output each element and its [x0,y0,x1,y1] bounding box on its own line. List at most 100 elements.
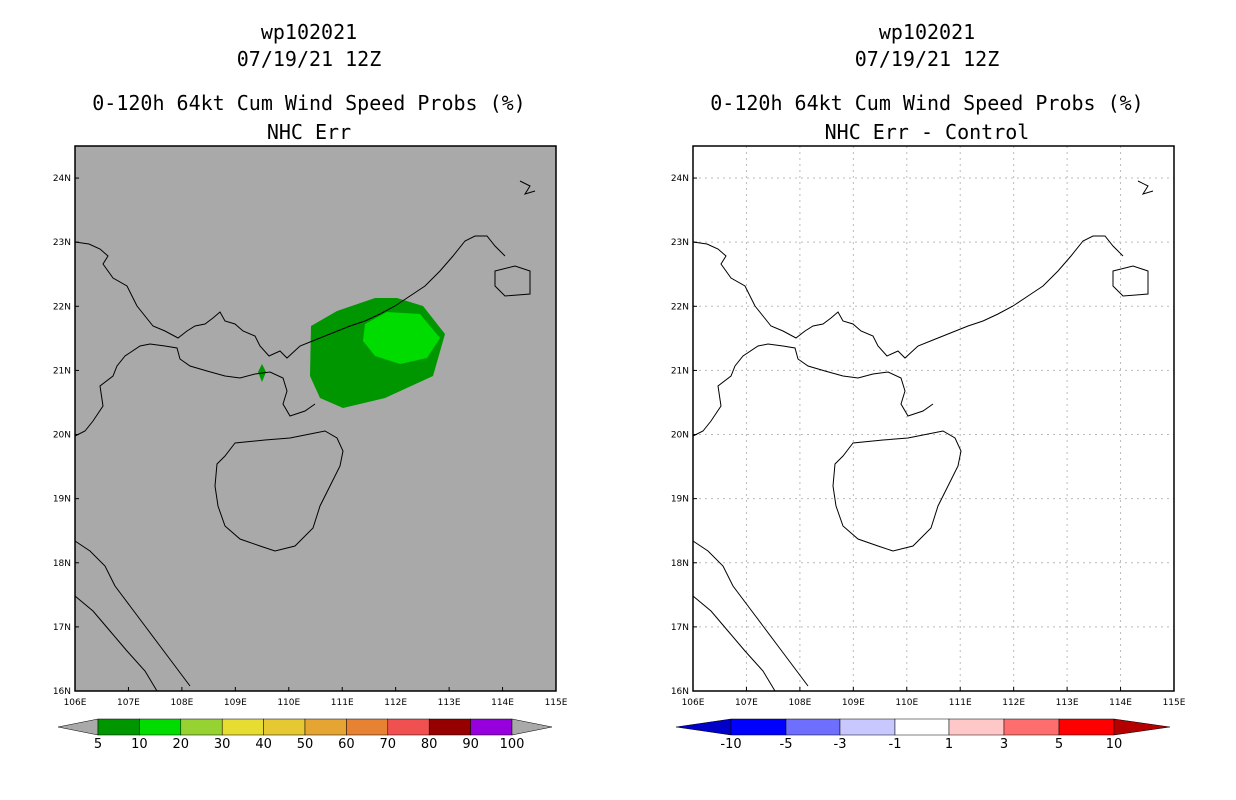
lat-tick-label: 20N [671,431,689,441]
difference-map: 106E 107E 108E 109E 110E 111E 112E 113E 114E 115E… [671,145,1186,708]
coastline-gulf [692,343,934,437]
lon-tick-label: 113E [1056,698,1079,708]
colorbar-label: 10 [1105,737,1123,752]
lon-tick-label: 111E [949,698,972,708]
right-panel: wp102021 07/19/21 12Z 0-120h 64kt Cum Wi… [618,0,1236,800]
colorbar-label: 90 [462,737,479,752]
lat-tick-label: 20N [53,431,71,441]
subtitle: NHC Err [266,120,352,144]
colorbar-label: 3 [999,737,1009,752]
colorbar-swatch [139,718,182,736]
left-panel: wp102021 07/19/21 12Z 0-120h 64kt Cum Wi… [53,20,568,752]
colorbar-swatch [428,718,471,736]
lat-tick-label: 18N [671,559,689,569]
colorbar-swatch [1058,718,1115,736]
lon-tick-label: 114E [1109,698,1132,708]
storm-id-title: wp102021 [260,20,358,44]
colorbar-label: 40 [255,737,272,752]
lat-tick-label: 17N [671,623,689,633]
lon-tick-label: 106E [682,698,705,708]
lat-tick-label: 24N [671,174,689,184]
lat-tick-label: 19N [671,495,689,505]
colorbar-swatch [180,718,223,736]
lat-tick-label: 21N [671,366,689,376]
lat-tick-label: 22N [671,302,689,312]
colorbar-high-arrow [511,718,553,736]
colorbar-label: -3 [833,737,847,752]
product-title: 0-120h 64kt Cum Wind Speed Probs (%) [710,91,1144,115]
coastline-vietnam [692,540,809,687]
colorbar-swatch [387,718,430,736]
lon-tick-label: 108E [788,698,811,708]
colorbar-swatch [948,718,1005,736]
datetime-title: 07/19/21 12Z [854,47,1000,71]
map-background [693,146,1174,691]
colorbar-label: 30 [213,737,231,752]
coastline-vietnam-inner [692,595,776,692]
lon-tick-label: 113E [438,698,461,708]
coastline-gulf [74,343,316,437]
colorbar-label: 5 [1054,737,1064,752]
lon-tick-label: 114E [491,698,514,708]
colorbar-swatch [97,718,140,736]
lat-tick-label: 24N [53,174,71,184]
lat-tick-label: 21N [53,366,71,376]
colorbar-swatch [304,718,347,736]
lon-tick-label: 106E [64,698,87,708]
coastline-hk [1112,265,1149,297]
lon-tick-label: 107E [735,698,758,708]
colorbar-swatch [221,718,264,736]
coastline-north [74,235,506,359]
colorbar-low-arrow [57,718,99,736]
lat-tick-label: 19N [53,495,71,505]
lat-tick-label: 17N [53,623,71,633]
prob-region-inner [363,312,440,364]
lat-tick-label: 22N [53,302,71,312]
colorbar-label: 1 [944,737,954,752]
datetime-title: 07/19/21 12Z [236,47,382,71]
colorbar-label: 100 [499,737,525,752]
colorbar-label: 60 [338,737,355,752]
colorbar-swatch [470,718,513,736]
lat-tick-label: 18N [53,559,71,569]
lon-tick-label: 115E [1163,698,1186,708]
colorbar-swatch [263,718,306,736]
probability-map: 106E 107E 108E 109E 110E 111E 112E 113E 114E 115E… [53,145,568,708]
colorbar-label: 20 [172,737,190,752]
colorbar-swatch [894,718,950,736]
lon-tick-label: 110E [895,698,918,708]
lat-tick-label: 16N [53,687,71,697]
coastline-vietnam [74,540,191,687]
lon-tick-label: 112E [1002,698,1025,708]
storm-id-title: wp102021 [878,20,976,44]
lon-tick-label: 115E [545,698,568,708]
coastline-hainan [832,430,962,552]
lon-tick-label: 110E [277,698,300,708]
coastline-vietnam-inner [74,595,158,692]
colorbar-swatch [1003,718,1060,736]
coastline-north [692,235,1124,359]
lon-tick-label: 107E [117,698,140,708]
colorbar-swatch [1113,718,1171,736]
lon-tick-label: 108E [170,698,193,708]
colorbar-label: 50 [296,737,314,752]
colorbar-label: 5 [93,737,103,752]
colorbar-swatch [675,718,732,736]
coastline-hk [494,265,531,297]
lon-tick-label: 109E [842,698,865,708]
lat-tick-label: 23N [671,238,689,248]
coastline-islands [519,180,536,195]
lon-tick-label: 112E [384,698,407,708]
coastline-islands [1137,180,1154,195]
map-frame [692,145,1175,692]
colorbar-label: -1 [888,737,902,752]
subtitle: NHC Err - Control [824,120,1030,144]
colorbar-label: 70 [379,737,397,752]
lat-tick-label: 16N [671,687,689,697]
colorbar-label: 80 [420,737,438,752]
colorbar-swatch [839,718,896,736]
product-title: 0-120h 64kt Cum Wind Speed Probs (%) [92,91,526,115]
map-background [75,146,556,691]
lon-tick-label: 111E [331,698,354,708]
colorbar-label: 10 [131,737,148,752]
